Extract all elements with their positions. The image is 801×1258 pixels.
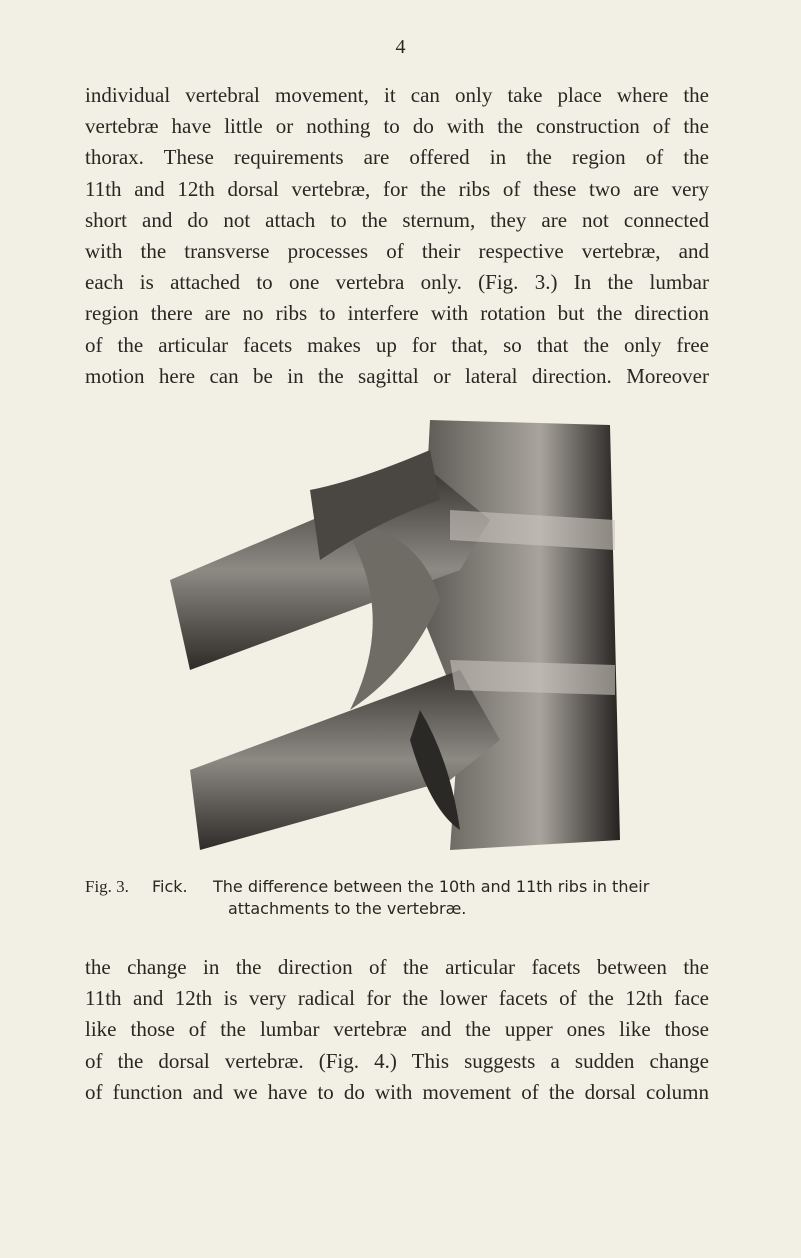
- text-line: like those of the lumbar vertebræ and th…: [85, 1017, 709, 1042]
- text-line: each is attached to one vertebra only. (…: [85, 270, 709, 295]
- paragraph: the change in the direction of the artic…: [85, 952, 709, 1108]
- text-line: 11th and 12th is very radical for the lo…: [85, 986, 709, 1011]
- text-line: motion here can be in the sagittal or la…: [85, 363, 709, 388]
- figure-author: Fick.: [152, 877, 188, 896]
- text-line: the change in the direction of the artic…: [85, 955, 709, 979]
- text-line: short and do not attach to the sternum, …: [85, 207, 709, 232]
- text-line: individual vertebral movement, it can on…: [85, 83, 709, 107]
- text-line: region there are no ribs to interfere wi…: [85, 301, 709, 326]
- paragraph: individual vertebral movement, it can on…: [85, 80, 709, 392]
- figure-caption: The difference between the 10th and 11th…: [213, 877, 650, 896]
- text-line: 11th and 12th dorsal vertebræ, for the r…: [85, 176, 709, 201]
- text-line: of function and we have to do with movem…: [85, 1079, 709, 1104]
- text-line: of the dorsal vertebræ. (Fig. 4.) This s…: [85, 1048, 709, 1073]
- figure-caption: attachments to the vertebræ.: [228, 899, 467, 918]
- text-line: of the articular facets makes up for tha…: [85, 332, 709, 357]
- page-number: 4: [395, 36, 406, 58]
- text-line: vertebræ have little or nothing to do wi…: [85, 114, 709, 139]
- text-line: thorax. These requirements are offered i…: [85, 145, 709, 170]
- figure-illustration: [170, 420, 620, 850]
- figure-label: Fig. 3.: [85, 877, 129, 896]
- text-line: with the transverse processes of their r…: [85, 238, 709, 263]
